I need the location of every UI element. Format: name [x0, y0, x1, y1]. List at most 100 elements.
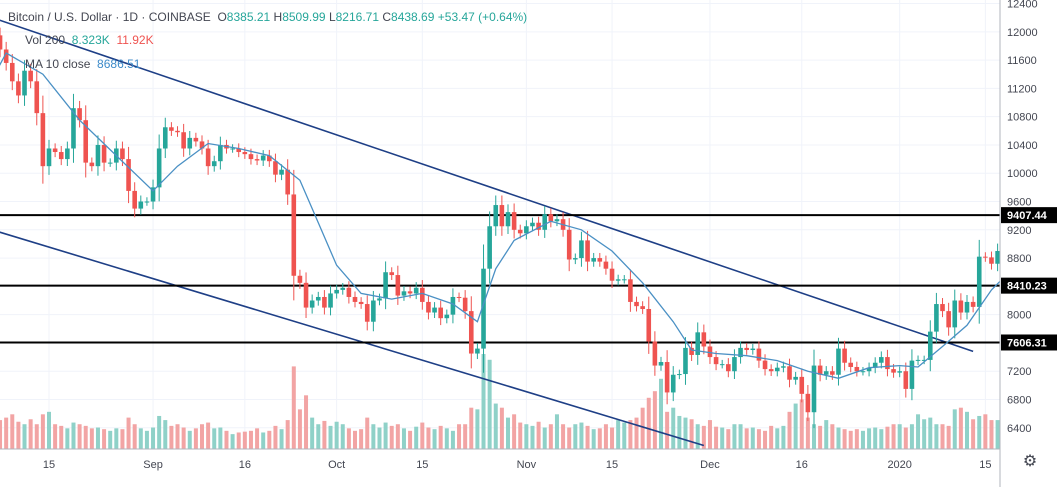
price-tick-label: 7200: [1007, 366, 1031, 378]
volume-bar: [120, 429, 125, 449]
price-axis[interactable]: 6400680072007600800084008800920096001000…: [999, 0, 1058, 487]
candle-body: [597, 258, 603, 262]
volume-bar: [897, 424, 902, 449]
candle-body: [658, 362, 664, 366]
candle-body: [303, 282, 309, 308]
volume-bar: [138, 428, 143, 449]
volume-bar: [652, 391, 657, 449]
candle-body: [713, 357, 719, 365]
candle-body: [260, 155, 266, 161]
candle-body: [603, 261, 609, 269]
price-tick-label: 11600: [1007, 55, 1037, 67]
candle-body: [297, 275, 303, 283]
volume-bar: [212, 428, 217, 449]
candle-body: [205, 148, 211, 167]
candle-body: [591, 258, 596, 262]
volume-bar: [457, 424, 462, 449]
candle-body: [254, 159, 260, 161]
candle-body: [291, 194, 297, 276]
volume-legend[interactable]: Vol 200 8.323K 11.92K: [25, 33, 154, 47]
candle-body: [309, 300, 315, 308]
volume-bar: [683, 417, 688, 449]
time-tick-label: Dec: [700, 459, 720, 471]
candle-body: [218, 144, 223, 162]
candle-body: [334, 289, 339, 294]
candle-body: [915, 359, 921, 361]
candle-body: [787, 366, 792, 380]
candle-body: [774, 367, 780, 372]
price-tick-label: 6400: [1007, 423, 1031, 435]
price-level-lines[interactable]: [0, 214, 1000, 344]
volume-bar: [181, 427, 186, 449]
volume-bar: [928, 417, 933, 449]
price-tick-label: 6800: [1007, 395, 1031, 407]
volume-bar: [665, 411, 670, 449]
volume-bar: [310, 417, 315, 449]
volume-bar: [591, 429, 596, 449]
volume-bar: [346, 428, 351, 449]
candle-body: [542, 214, 548, 230]
candle-body: [456, 296, 462, 298]
volume-bar: [805, 417, 810, 449]
volume-bar: [132, 424, 137, 449]
volume-bar: [273, 425, 278, 449]
candle-body: [609, 268, 615, 281]
ma-line: [0, 52, 1041, 379]
low-value: 8216.71: [335, 10, 380, 24]
volume-bar: [316, 424, 321, 449]
symbol-legend[interactable]: Bitcoin / U.S. Dollar · 1D · COINBASE O8…: [8, 10, 528, 24]
volume-bar: [328, 425, 333, 449]
high-label: H: [273, 10, 283, 24]
close-label: C: [382, 10, 392, 24]
volume-bar: [65, 428, 70, 449]
candle-body: [836, 348, 841, 375]
channel-lines[interactable]: [0, 12, 974, 447]
candle-body: [707, 346, 713, 358]
candle-body: [371, 300, 376, 322]
volume-bar: [53, 424, 58, 449]
price-tick-label: 10800: [1007, 112, 1038, 124]
volume-bar: [989, 420, 994, 449]
volume-bar: [958, 407, 963, 449]
candle-body: [879, 357, 884, 363]
volume-bar: [977, 415, 982, 449]
ma-legend[interactable]: MA 10 close 8686.51: [25, 57, 140, 71]
volume-bar: [218, 427, 223, 449]
candle-body: [0, 35, 3, 50]
candle-body: [921, 359, 927, 361]
time-axis[interactable]: 15 Sep 16 Oct 15 Nov 15 Dec 16 2020 15: [0, 448, 1000, 471]
volume-bar: [248, 430, 253, 449]
volume-bar: [71, 422, 76, 449]
gear-icon[interactable]: ⚙: [1022, 453, 1038, 470]
symbol-name: Bitcoin / U.S. Dollar: [8, 10, 113, 24]
candle-body: [628, 279, 633, 302]
candle-body: [126, 159, 131, 191]
volume-bar: [769, 425, 774, 449]
candle-body: [946, 311, 951, 328]
price-level-tag: [1001, 334, 1057, 351]
volume-bar: [867, 428, 872, 449]
volume-bar: [102, 429, 107, 449]
ma-legend-name: MA 10 close: [25, 57, 91, 71]
price-level-tag: [1001, 207, 1057, 224]
candle-body: [964, 301, 970, 313]
candle-body: [377, 298, 382, 301]
volume-bar: [187, 430, 192, 449]
candle-body: [811, 365, 817, 413]
candle-body: [781, 366, 786, 368]
candle-body: [389, 272, 395, 276]
candle-body: [670, 374, 676, 393]
volume-bar: [916, 414, 921, 449]
volume-bar: [971, 419, 976, 449]
volume-bar: [536, 421, 541, 449]
candle-body: [744, 347, 749, 351]
candle-body: [958, 300, 964, 313]
ma-legend-value: 8686.51: [97, 57, 141, 71]
open-label: O: [217, 10, 227, 24]
volume-bar: [469, 407, 474, 449]
volume-bar: [995, 420, 1000, 449]
volume-bar: [616, 420, 621, 449]
candle-body: [615, 279, 621, 281]
candle-body: [475, 348, 480, 354]
